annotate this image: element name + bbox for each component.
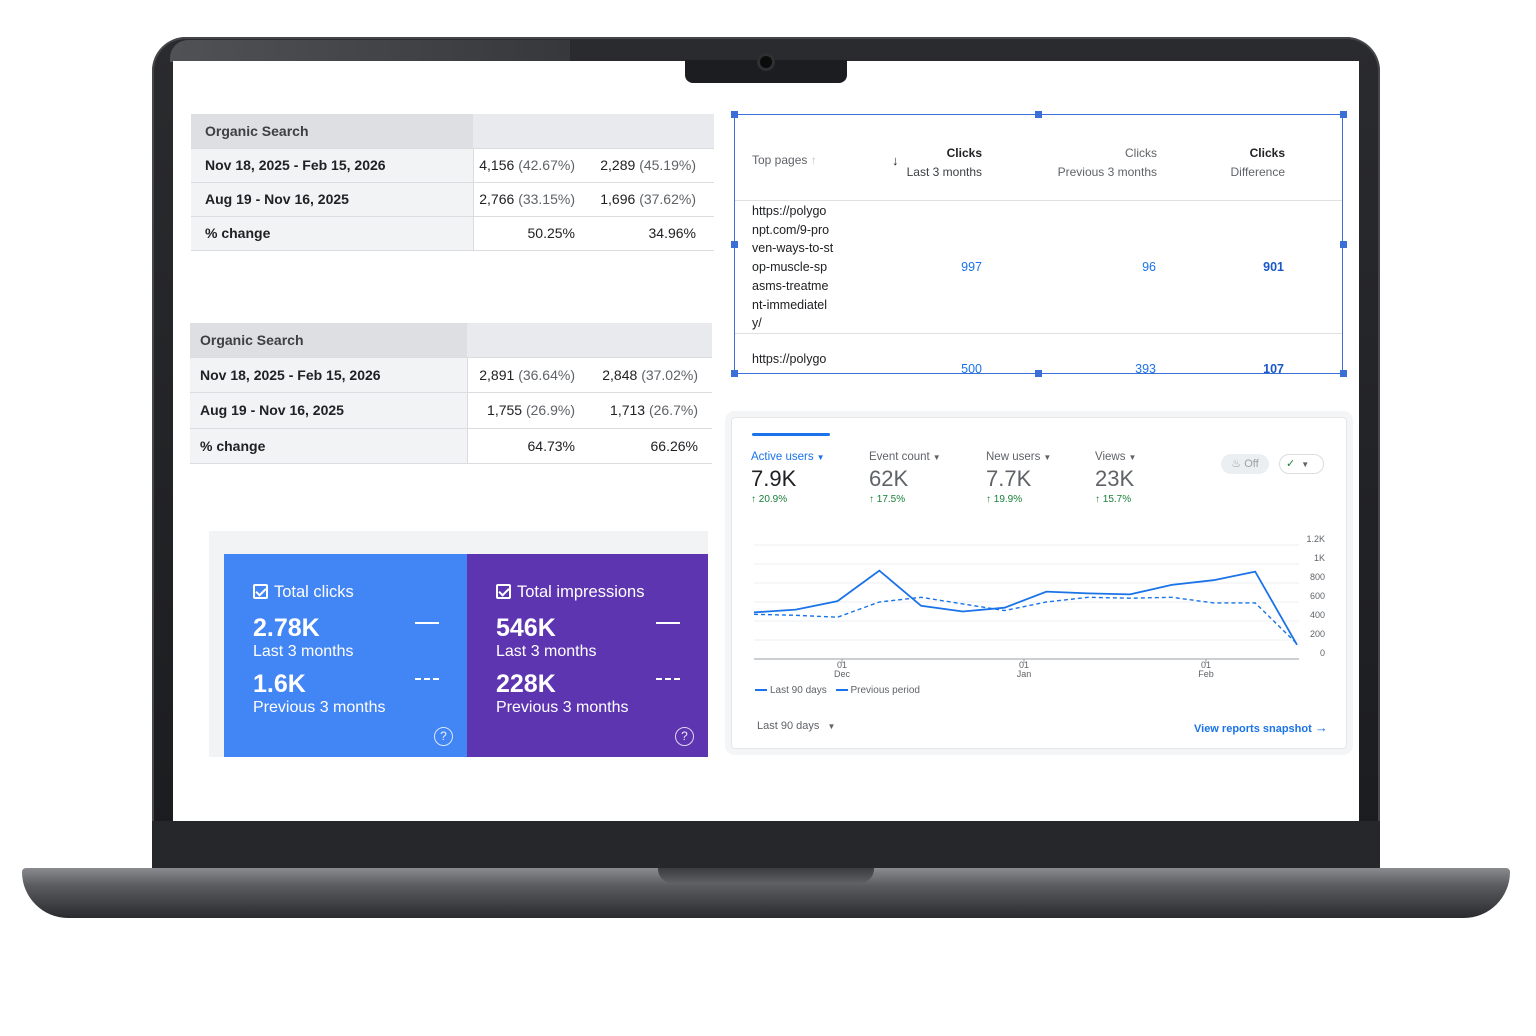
table-header: Organic Search [191,114,473,149]
sort-down-icon[interactable]: ↓ [892,153,899,168]
table-header-row: Organic Search [190,323,712,358]
organic-search-table-1: Organic Search Nov 18, 2025 - Feb 15, 20… [191,114,714,251]
resize-handle[interactable] [1340,111,1347,118]
column-clicks-difference[interactable]: Clicks Difference [1230,146,1285,179]
clicks-value: 500 [961,362,982,374]
clicks-difference-value: 107 [1263,362,1284,374]
date-range-dropdown[interactable]: Last 90 days ▼ [757,720,836,732]
caret-down-icon: ▼ [1128,453,1137,462]
table-row: Nov 18, 2025 - Feb 15, 2026 2,891 (36.64… [190,357,712,393]
metric-event-count[interactable]: Event count ▼ 62K ↑ 17.5% [869,451,941,505]
help-icon[interactable]: ? [675,727,694,746]
total-clicks-card[interactable]: Total clicks 2.78K Last 3 months 1.6K Pr… [224,554,467,757]
resize-handle[interactable] [731,111,738,118]
checkbox-checked-icon [496,584,511,599]
caret-down-icon: ▼ [1043,453,1052,462]
top-pages-header: Top pages ↑ ↓ Clicks Last 3 months Clicks… [735,115,1342,201]
caret-down-icon: ▼ [816,453,825,462]
metric-active-users[interactable]: Active users ▼ 7.9K ↑ 20.9% [751,451,825,505]
legend-dashed-swatch [835,689,848,692]
caret-down-icon: ▼ [1301,460,1310,469]
y-tick-label: 200 [1310,629,1325,639]
resize-handle[interactable] [731,241,738,248]
table-row: % change 64.73% 66.26% [190,428,712,464]
x-tick-label: 01 [837,660,847,670]
page-url[interactable]: https://polygo [752,352,827,366]
solid-line-legend-icon [656,622,680,624]
table-row: Aug 19 - Nov 16, 2025 1,755 (26.9%) 1,71… [190,392,712,429]
x-tick-label: 01 [1201,660,1211,670]
top-pages-label[interactable]: Top pages ↑ [752,153,817,167]
series-line-previous-period [753,596,1298,645]
row-divider [735,333,1342,334]
x-tick-label: Dec [834,669,851,679]
table-row: Aug 19 - Nov 16, 2025 2,766 (33.15%) 1,6… [191,182,714,217]
resize-handle[interactable] [1340,241,1347,248]
resize-handle[interactable] [1340,370,1347,377]
table-row: Nov 18, 2025 - Feb 15, 2026 4,156 (42.67… [191,148,714,183]
series-line-last-90-days [753,569,1298,646]
check-circle-icon: ✓ [1286,458,1296,470]
arrow-right-icon: → [1314,720,1328,735]
x-tick-label: Feb [1198,669,1214,679]
column-clicks-previous-3-months[interactable]: Clicks Previous 3 months [1057,146,1157,179]
resize-handle[interactable] [1035,370,1042,377]
clicks-difference-value: 901 [1263,260,1284,274]
resize-handle[interactable] [731,370,738,377]
camera-notch [685,60,847,83]
legend-solid-swatch [755,689,767,692]
y-tick-label: 1K [1314,553,1325,563]
top-pages-table[interactable]: Top pages ↑ ↓ Clicks Last 3 months Clicks… [734,114,1343,374]
data-quality-button[interactable]: ✓ ▼ [1279,454,1324,474]
help-icon[interactable]: ? [434,727,453,746]
webcam-icon [757,53,775,71]
metric-views[interactable]: Views ▼ 23K ↑ 15.7% [1095,451,1137,505]
view-reports-snapshot-link[interactable]: View reports snapshot → [1194,720,1328,735]
checkbox-checked-icon [253,584,268,599]
table-header-row: Organic Search [191,114,714,149]
metric-new-users[interactable]: New users ▼ 7.7K ↑ 19.9% [986,451,1052,505]
y-tick-label: 600 [1310,591,1325,601]
organic-search-table-2: Organic Search Nov 18, 2025 - Feb 15, 20… [190,323,712,464]
clicks-value: 997 [961,260,982,274]
performance-summary: Total clicks 2.78K Last 3 months 1.6K Pr… [209,531,708,757]
analytics-overview-card: Active users ▼ 7.9K ↑ 20.9% Event count ▼ … [731,417,1347,749]
column-clicks-last-3-months[interactable]: Clicks Last 3 months [906,146,982,179]
clicks-value: 393 [1135,362,1156,374]
dashed-line-legend-icon [415,678,439,680]
total-impressions-card[interactable]: Total impressions 546K Last 3 months 228… [467,554,708,757]
chart-legend: Last 90 days Previous period [755,685,920,696]
y-tick-label: 400 [1310,610,1325,620]
y-tick-label: 0 [1320,648,1325,658]
solid-line-legend-icon [415,622,439,624]
x-tick-label: Jan [1017,669,1032,679]
fire-icon: ♨ [1231,458,1242,470]
resize-handle[interactable] [1035,111,1042,118]
dashed-line-legend-icon [656,678,680,680]
table-header: Organic Search [190,323,467,358]
lid-reflection [170,40,570,62]
insights-toggle[interactable]: ♨ Off [1221,454,1269,474]
laptop-opening-notch [658,868,874,883]
screen-bottom-bezel [152,821,1380,869]
x-tick-label: 01 [1019,660,1029,670]
clicks-value: 96 [1142,260,1156,274]
table-row: % change 50.25% 34.96% [191,216,714,251]
caret-down-icon: ▼ [932,453,941,462]
sort-up-icon: ↑ [810,153,817,167]
y-tick-label: 800 [1310,572,1325,582]
page-url[interactable]: https://polygo npt.com/9-pro ven-ways-to-s… [752,204,834,331]
caret-down-icon: ▼ [827,722,836,731]
y-tick-label: 1.2K [1306,534,1325,544]
active-tab-indicator [752,433,830,436]
